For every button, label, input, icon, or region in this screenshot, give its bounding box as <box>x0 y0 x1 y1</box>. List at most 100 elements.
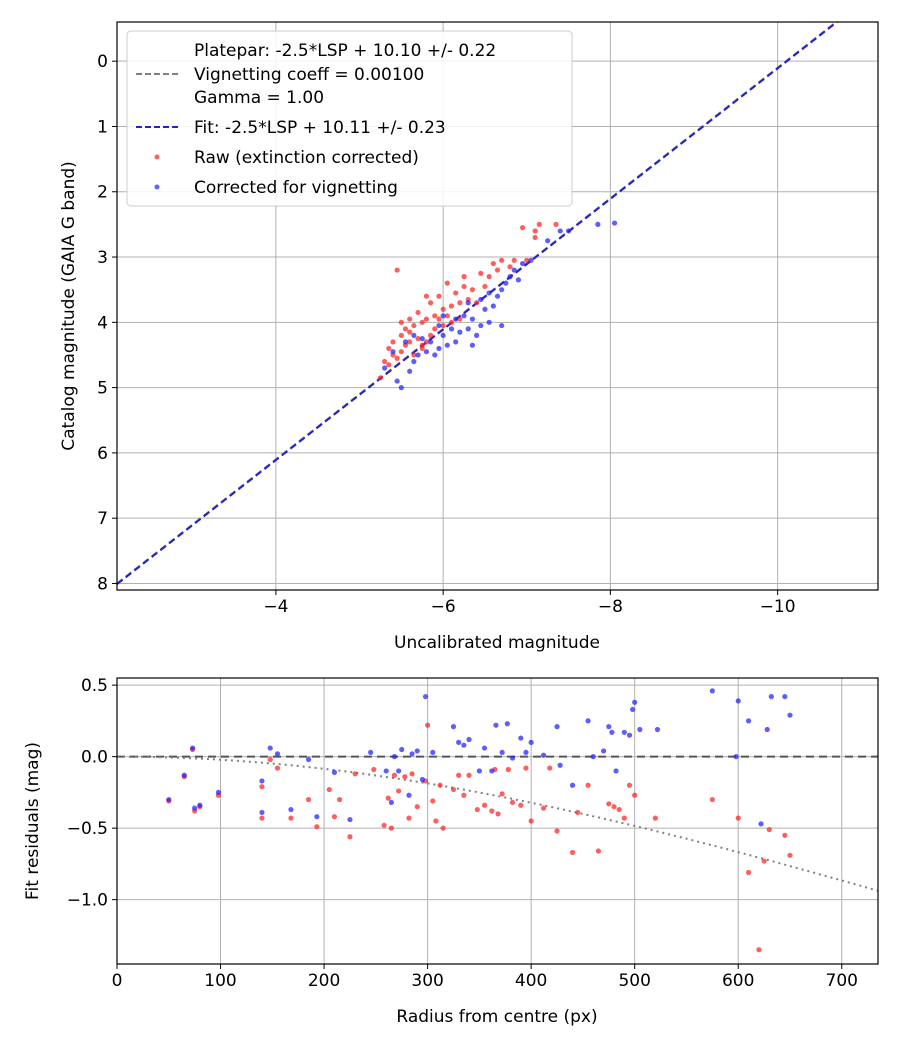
bottom-raw-point <box>547 765 553 771</box>
bottom-corrected-point <box>585 718 591 724</box>
bottom-raw-point <box>259 784 265 790</box>
legend-fit-label: Fit: -2.5*LSP + 10.11 +/- 0.23 <box>194 118 446 138</box>
bottom-corrected-point <box>745 718 752 724</box>
bottom-raw-point <box>787 852 793 858</box>
bottom-raw-point <box>616 806 622 813</box>
top-corrected-point <box>432 352 438 358</box>
bottom-corrected-point <box>430 749 436 755</box>
top-raw-point <box>473 300 480 306</box>
top-raw-point <box>461 283 467 290</box>
bottom-raw-point <box>385 795 391 801</box>
top-ytick-label: 7 <box>97 509 108 529</box>
top-corrected-point <box>511 267 517 273</box>
bottom-ticks: 0 100 200 300 400 500 600 700 0.5 0.0 −0.5 −1.0 <box>67 676 858 991</box>
bottom-corrected-point <box>388 799 394 806</box>
bottom-raw-point <box>267 756 273 763</box>
bottom-raw-point <box>621 815 627 821</box>
top-raw-point <box>440 322 446 329</box>
top-raw-point <box>486 274 492 280</box>
bottom-corrected-point <box>456 739 462 745</box>
top-corrected-point <box>457 329 463 335</box>
top-corrected-point <box>407 368 413 374</box>
top-ytick-label: 6 <box>97 444 108 464</box>
top-raw-point <box>407 329 413 335</box>
bottom-raw-point <box>481 802 488 808</box>
bottom-corrected-point <box>523 749 529 755</box>
bottom-corrected-point <box>504 721 510 727</box>
top-raw-point <box>415 309 421 316</box>
top-raw-point <box>377 375 384 381</box>
top-raw-point <box>536 221 542 227</box>
top-corrected-point <box>469 342 476 348</box>
top-corrected-point <box>411 332 417 338</box>
top-xlabel: Uncalibrated magnitude <box>394 633 600 653</box>
top-raw-point <box>499 257 505 263</box>
bottom-corrected-point <box>414 748 420 754</box>
top-corrected-point <box>503 280 509 286</box>
bottom-corrected-point <box>768 693 774 700</box>
top-ytick-label: 8 <box>97 574 108 594</box>
top-raw-point <box>427 300 434 306</box>
legend-vignetting-label: Vignetting coeff = 0.00100 <box>194 65 424 85</box>
bottom-raw-point <box>528 818 534 824</box>
bottom-raw-point <box>474 806 480 813</box>
bottom-raw-point <box>461 792 467 798</box>
top-raw-point <box>398 349 404 355</box>
top-corrected-point <box>436 322 442 329</box>
top-raw-point <box>469 287 476 293</box>
bottom-raw-point <box>305 796 312 803</box>
top-corrected-point <box>394 378 400 384</box>
bottom-corrected-point <box>391 754 398 760</box>
top-raw-point <box>494 267 501 273</box>
top-ytick-label: 1 <box>97 117 108 137</box>
top-corrected-point <box>436 345 442 352</box>
bottom-corrected-point <box>288 806 294 813</box>
bottom-corrected-point <box>621 729 627 735</box>
top-raw-point <box>407 316 413 322</box>
bottom-raw-point <box>606 801 612 807</box>
bottom-raw-point <box>569 849 576 856</box>
top-ytick-label: 4 <box>97 313 108 333</box>
top-corrected-point <box>390 349 396 355</box>
bottom-corrected-point <box>461 742 467 748</box>
bottom-raw-point <box>632 792 638 798</box>
bottom-corrected-point <box>787 712 793 718</box>
top-raw-point <box>419 319 425 325</box>
top-corrected-point <box>507 274 513 280</box>
top-xtick-label: −8 <box>598 597 623 617</box>
bottom-raw-point <box>585 782 591 788</box>
bottom-corrected-point <box>601 748 607 754</box>
fit-line <box>117 22 839 585</box>
bottom-corrected-point <box>259 778 265 784</box>
bottom-corrected-point <box>274 751 281 757</box>
top-raw-point <box>519 225 526 231</box>
top-raw-point <box>482 283 488 290</box>
top-raw-point <box>415 336 421 342</box>
top-corrected-point <box>415 352 421 358</box>
top-corrected-point <box>545 238 551 244</box>
top-corrected-point <box>382 365 388 371</box>
bottom-raw-point <box>391 772 398 778</box>
top-xtick-label: −4 <box>263 597 288 617</box>
top-plot-frame <box>116 21 879 591</box>
top-corrected-point <box>499 322 505 329</box>
top-fit-lines <box>117 22 839 585</box>
bottom-raw-point <box>505 766 511 773</box>
top-corrected-point <box>482 306 488 312</box>
bottom-raw-point <box>766 826 772 833</box>
top-corrected-point <box>528 257 534 263</box>
bottom-corrected-point <box>626 732 633 738</box>
bottom-xtick-label: 500 <box>618 971 650 991</box>
top-corrected-point <box>453 316 459 322</box>
legend-corrected-label: Corrected for vignetting <box>194 178 398 198</box>
bottom-corrected-point <box>637 726 643 733</box>
bottom-raw-point <box>735 815 741 821</box>
bottom-corrected-point <box>331 769 338 775</box>
bottom-raw-point <box>274 765 281 771</box>
top-raw-point <box>398 319 404 325</box>
bottom-raw-point <box>337 796 343 803</box>
top-ytick-label: 2 <box>97 183 108 203</box>
bottom-raw-point <box>414 804 420 810</box>
bottom-corrected-point <box>613 768 619 774</box>
top-scatter-points <box>377 220 618 391</box>
